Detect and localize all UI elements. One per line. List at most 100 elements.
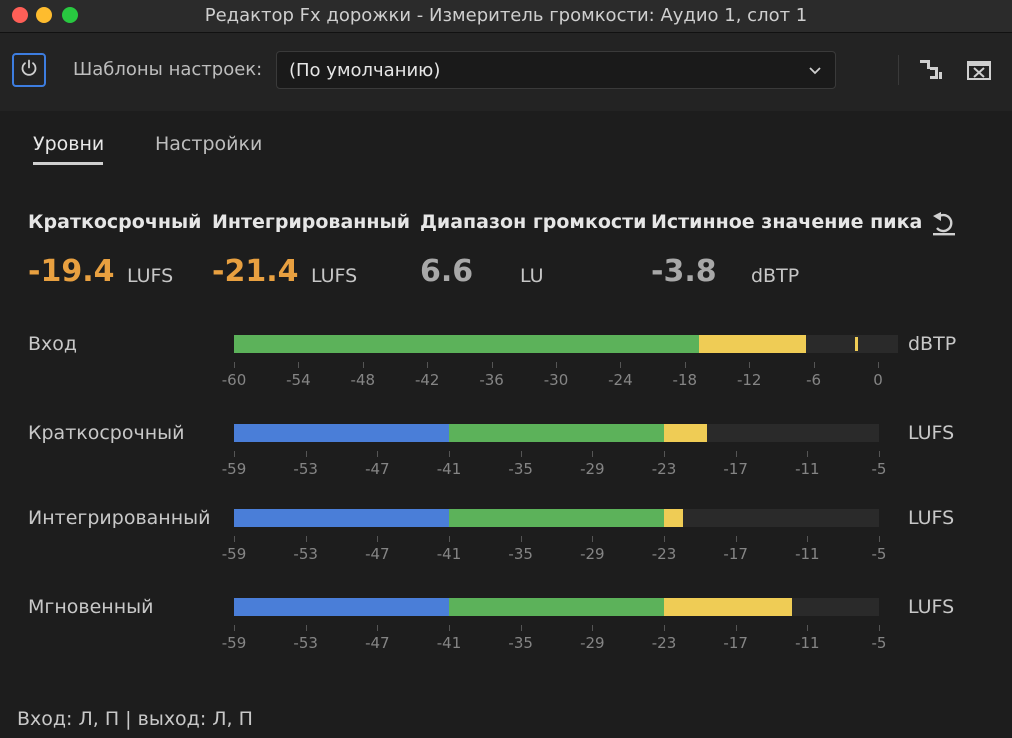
stat-unit-integrated: LUFS xyxy=(311,265,358,287)
scale-tick xyxy=(520,625,522,631)
meter-segment xyxy=(698,335,807,353)
scale-tick xyxy=(234,536,235,542)
meter-label-short-term: Краткосрочный xyxy=(28,422,185,444)
scale-tick-label: -11 xyxy=(795,460,820,478)
scale-integrated: -59 -53 -47 -41 -35 -29 -23 -17 -11 -5 xyxy=(222,536,886,564)
meter-label-input: Вход xyxy=(28,333,78,355)
scale-tick-label: -17 xyxy=(723,634,748,652)
meter-unit-integrated: LUFS xyxy=(908,507,955,529)
scale-tick xyxy=(664,451,665,457)
scale-tick-label: -23 xyxy=(651,634,677,652)
stat-value-loudness-range: 6.6 xyxy=(420,254,474,289)
scale-tick-label: -23 xyxy=(651,545,677,563)
scale-tick-label: -53 xyxy=(293,545,318,563)
stat-value-short-term: -19.4 xyxy=(28,254,115,289)
scale-tick-label: 0 xyxy=(873,371,883,389)
scale-tick-label: -41 xyxy=(436,634,462,652)
scale-tick-label: -35 xyxy=(508,545,533,563)
scale-tick xyxy=(684,362,686,368)
scale-tick-label: -11 xyxy=(795,634,820,652)
scale-tick-label: -42 xyxy=(414,371,440,389)
scale-tick-label: -59 xyxy=(221,460,247,478)
scale-tick-label: -54 xyxy=(286,371,311,389)
scale-tick-label: -60 xyxy=(221,371,247,389)
scale-tick xyxy=(735,625,737,631)
scale-tick-label: -53 xyxy=(293,460,318,478)
scale-tick xyxy=(664,625,665,631)
stat-label-true-peak: Истинное значение пика xyxy=(651,211,923,233)
meter-segment xyxy=(449,598,664,616)
scale-tick-label: -53 xyxy=(293,634,318,652)
scale-tick-label: -41 xyxy=(436,460,462,478)
scale-tick-label: -29 xyxy=(580,545,605,563)
scale-tick-label: -36 xyxy=(479,371,504,389)
active-tab-indicator xyxy=(33,162,103,165)
scale-tick-label: -11 xyxy=(795,545,820,563)
scale-tick-label: -35 xyxy=(508,460,533,478)
meter-segment xyxy=(449,509,664,527)
scale-tick xyxy=(377,451,379,457)
toolbar-divider xyxy=(898,55,899,85)
scale-tick xyxy=(620,362,622,368)
scale-tick xyxy=(449,536,450,542)
meter-segment xyxy=(664,598,792,616)
meter-bar-short-term xyxy=(234,424,879,442)
stat-value-integrated: -21.4 xyxy=(212,254,299,289)
meter-segment xyxy=(664,509,684,527)
close-window-button[interactable] xyxy=(12,7,28,23)
zoom-window-button[interactable] xyxy=(62,7,78,23)
scale-short-term: -59 -53 -47 -41 -35 -29 -23 -17 -11 -5 xyxy=(222,451,886,479)
tab-bar: Уровни Настройки xyxy=(0,111,1012,171)
tab-levels[interactable]: Уровни xyxy=(33,133,105,155)
peak-indicator xyxy=(854,337,858,351)
scale-tick-label: -23 xyxy=(651,460,677,478)
scale-tick-label: -5 xyxy=(871,460,887,478)
stat-label-integrated: Интегрированный xyxy=(212,211,411,233)
scale-tick-label: -24 xyxy=(608,371,633,389)
meter-unit-short-term: LUFS xyxy=(908,422,955,444)
scale-tick xyxy=(807,451,809,457)
scale-tick xyxy=(735,451,737,457)
meter-bar-integrated xyxy=(234,509,879,527)
stat-unit-short-term: LUFS xyxy=(127,265,174,287)
preset-dropdown[interactable]: (По умолчанию) xyxy=(276,51,836,89)
meter-segment xyxy=(234,598,449,616)
minimize-window-button[interactable] xyxy=(36,7,52,23)
scale-tick-label: -12 xyxy=(736,371,762,389)
scale-tick-label: -17 xyxy=(723,460,748,478)
title-bar: Редактор Fx дорожки - Измеритель громкос… xyxy=(0,0,1012,33)
scale-tick xyxy=(813,362,815,368)
menu-icon[interactable] xyxy=(918,57,944,87)
scale-tick xyxy=(878,362,879,368)
scale-tick-label: -5 xyxy=(871,634,887,652)
scale-tick-label: -48 xyxy=(350,371,376,389)
chevron-down-icon xyxy=(807,62,823,82)
scale-tick xyxy=(377,536,379,542)
scale-tick-label: -29 xyxy=(580,634,605,652)
stat-label-loudness-range: Диапазон громкости xyxy=(420,211,647,233)
scale-tick xyxy=(449,625,450,631)
toolbar: Шаблоны настроек: (По умолчанию) xyxy=(0,33,1012,111)
stat-label-short-term: Краткосрочный xyxy=(28,211,202,233)
scale-tick xyxy=(592,625,594,631)
scale-tick xyxy=(298,362,300,368)
scale-tick xyxy=(362,362,364,368)
tab-settings[interactable]: Настройки xyxy=(155,133,263,155)
window-title: Редактор Fx дорожки - Измеритель громкос… xyxy=(204,5,808,26)
close-icon[interactable] xyxy=(966,57,992,87)
scale-tick xyxy=(234,451,235,457)
scale-tick xyxy=(879,536,880,542)
scale-tick-label: -59 xyxy=(221,545,247,563)
scale-tick xyxy=(735,536,737,542)
scale-tick-label: -41 xyxy=(436,545,462,563)
scale-momentary: -59 -53 -47 -41 -35 -29 -23 -17 -11 -5 xyxy=(222,625,886,653)
scale-tick xyxy=(520,451,522,457)
scale-tick xyxy=(807,625,809,631)
reset-icon[interactable] xyxy=(929,208,959,242)
scale-tick-label: -35 xyxy=(508,634,533,652)
scale-tick xyxy=(305,451,307,457)
scale-tick xyxy=(234,625,235,631)
scale-tick-label: -5 xyxy=(871,545,887,563)
scale-tick xyxy=(377,625,379,631)
power-button[interactable] xyxy=(12,53,46,87)
